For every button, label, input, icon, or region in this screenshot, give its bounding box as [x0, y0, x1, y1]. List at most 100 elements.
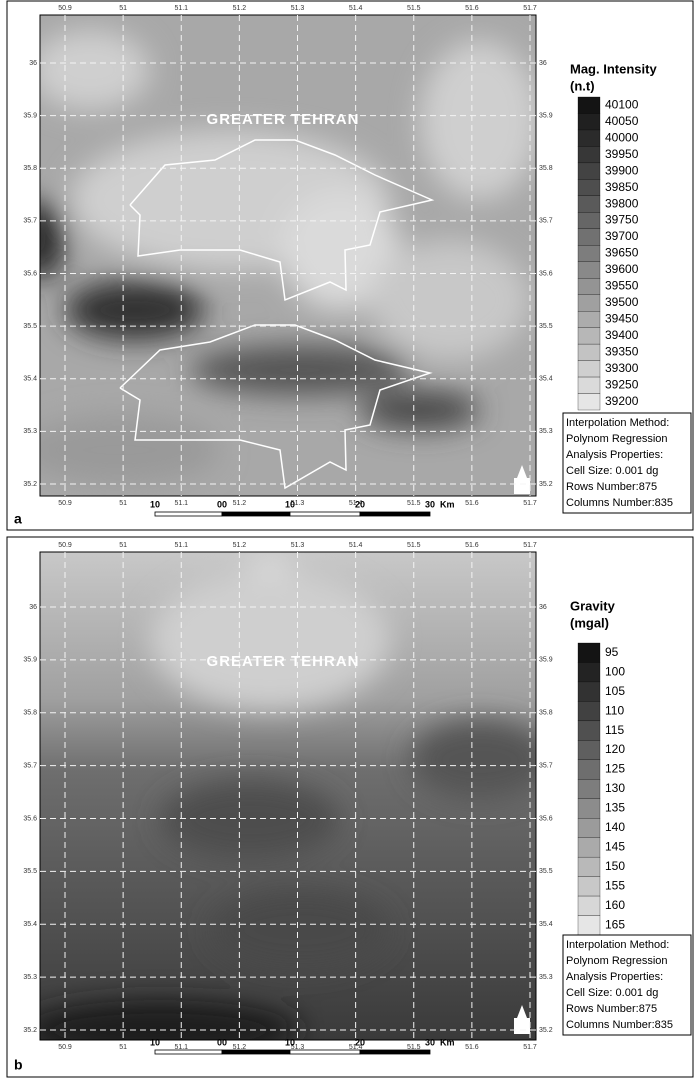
lat-tick-label: 35.3	[23, 974, 37, 981]
lon-tick-label: 51.2	[233, 542, 247, 549]
lon-tick-label: 51	[119, 1044, 127, 1051]
legend-unit: (mgal)	[570, 615, 609, 630]
legend-swatch	[578, 146, 600, 162]
scale-label: 20	[355, 1037, 365, 1047]
legend-swatch	[578, 262, 600, 278]
legend-unit: (n.t)	[570, 78, 595, 93]
legend-swatch	[578, 916, 600, 935]
legend-swatch	[578, 838, 600, 857]
legend-label: 39900	[605, 163, 639, 177]
legend-title: Gravity	[570, 598, 616, 613]
lat-tick-label: 35.7	[539, 762, 553, 769]
legend-swatch	[578, 278, 600, 294]
legend-label: 130	[605, 781, 625, 795]
legend-label: 39800	[605, 196, 639, 210]
legend-label: 40050	[605, 114, 639, 128]
scale-bar	[155, 1050, 222, 1054]
lat-tick-label: 35.4	[23, 376, 37, 383]
lat-tick-label: 35.9	[539, 112, 553, 119]
legend-swatch	[578, 113, 600, 129]
lon-tick-label: 51.7	[523, 1044, 537, 1051]
lat-tick-label: 35.9	[539, 657, 553, 664]
scale-bar	[290, 1050, 360, 1054]
lat-tick-label: 35.8	[23, 165, 37, 172]
legend-label: 105	[605, 684, 625, 698]
lon-tick-label: 51.2	[233, 500, 247, 507]
lat-tick-label: 36	[539, 60, 547, 67]
lat-tick-label: 35.3	[539, 974, 553, 981]
lon-tick-label: 51	[119, 542, 127, 549]
legend-label: 39400	[605, 328, 639, 342]
legend-label: 39950	[605, 147, 639, 161]
scale-bar	[155, 512, 222, 516]
legend-label: 40100	[605, 97, 639, 111]
scale-unit: Km	[440, 1037, 455, 1047]
lon-tick-label: 51.2	[233, 5, 247, 12]
legend-swatch	[578, 896, 600, 915]
info-line: Columns Number:835	[566, 1019, 673, 1031]
info-line: Cell Size: 0.001 dg	[566, 987, 658, 999]
legend-swatch	[578, 643, 600, 662]
scale-bar	[290, 512, 360, 516]
lat-tick-label: 36	[29, 604, 37, 611]
info-line: Analysis Properties:	[566, 971, 663, 983]
legend-swatch	[578, 328, 600, 344]
lon-tick-label: 51.1	[174, 500, 188, 507]
lat-tick-label: 35.3	[23, 428, 37, 435]
legend-swatch	[578, 818, 600, 837]
lat-tick-label: 35.4	[539, 921, 553, 928]
lat-tick-label: 35.2	[23, 481, 37, 488]
lon-tick-label: 50.9	[58, 5, 72, 12]
legend-label: 120	[605, 742, 625, 756]
lon-tick-label: 51.7	[523, 500, 537, 507]
legend-label: 140	[605, 820, 625, 834]
legend-swatch	[578, 877, 600, 896]
legend-swatch	[578, 799, 600, 818]
map-title: GREATER TEHRAN	[207, 111, 360, 128]
scale-label: 00	[217, 1037, 227, 1047]
legend-swatch	[578, 97, 600, 113]
scale-label: 10	[285, 499, 295, 509]
legend-label: 165	[605, 917, 625, 931]
lon-tick-label: 51.4	[349, 542, 363, 549]
legend-swatch	[578, 229, 600, 245]
legend-label: 39700	[605, 229, 639, 243]
info-line: Columns Number:835	[566, 497, 673, 509]
lat-tick-label: 35.6	[539, 270, 553, 277]
scale-bar	[222, 1050, 290, 1054]
legend-swatch	[578, 779, 600, 798]
lat-tick-label: 35.7	[539, 218, 553, 225]
lat-tick-label: 35.3	[539, 428, 553, 435]
lon-tick-label: 51	[119, 500, 127, 507]
scale-label: 10	[150, 499, 160, 509]
info-line: Polynom Regression	[566, 433, 668, 445]
legend-title: Mag. Intensity	[570, 61, 657, 76]
info-line: Interpolation Method:	[566, 417, 669, 429]
legend-label: 110	[605, 703, 624, 717]
scale-label: 20	[355, 499, 365, 509]
scale-label: 00	[217, 499, 227, 509]
legend-label: 39300	[605, 361, 639, 375]
legend-label: 39600	[605, 262, 639, 276]
legend-swatch	[578, 245, 600, 261]
lon-tick-label: 51.1	[174, 542, 188, 549]
legend-swatch	[578, 740, 600, 759]
legend-label: 150	[605, 859, 625, 873]
lat-tick-label: 35.8	[23, 710, 37, 717]
lon-tick-label: 51.7	[523, 542, 537, 549]
legend-swatch	[578, 662, 600, 681]
legend-label: 39500	[605, 295, 639, 309]
legend-label: 40000	[605, 130, 639, 144]
legend-label: 160	[605, 898, 625, 912]
lon-tick-label: 51.1	[174, 5, 188, 12]
legend-swatch	[578, 311, 600, 327]
lat-tick-label: 35.4	[539, 376, 553, 383]
legend-label: 125	[605, 762, 625, 776]
legend-label: 39200	[605, 394, 639, 408]
lon-tick-label: 51	[119, 5, 127, 12]
legend-swatch	[578, 163, 600, 179]
map-a-field	[15, 15, 540, 496]
lon-tick-label: 51.5	[407, 500, 421, 507]
scale-bar	[360, 512, 430, 516]
info-line: Cell Size: 0.001 dg	[566, 465, 658, 477]
